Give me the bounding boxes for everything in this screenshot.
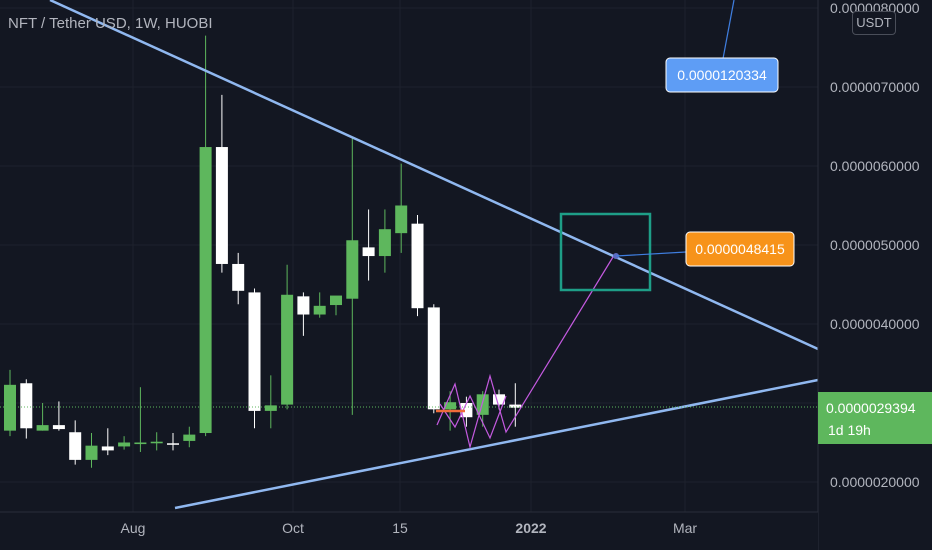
projection-path-secondary: [439, 394, 507, 440]
bullish-candle[interactable]: [36, 425, 49, 431]
bearish-candle[interactable]: [215, 147, 228, 264]
bearish-candle[interactable]: [297, 296, 310, 315]
bullish-candle[interactable]: [150, 441, 163, 444]
time-tick-label: Oct: [282, 520, 304, 536]
bullish-candle[interactable]: [199, 147, 212, 434]
bearish-candle[interactable]: [493, 394, 505, 405]
price-tick-label: 0.0000020000: [830, 474, 920, 490]
bearish-candle[interactable]: [427, 307, 440, 410]
bearish-candle[interactable]: [167, 443, 179, 445]
bullish-candle[interactable]: [4, 384, 16, 431]
last-price-label: 0.0000029394 1d 19h: [818, 392, 932, 444]
time-axis[interactable]: Aug Oct 15 2022 Mar: [0, 511, 818, 550]
bullish-candle[interactable]: [476, 394, 489, 415]
bearish-candle[interactable]: [509, 404, 522, 408]
resistance-trendline[interactable]: [49, 0, 819, 351]
target-value: 0.0000048415: [695, 241, 785, 257]
target-box[interactable]: [559, 212, 652, 292]
countdown-value: 1d 19h: [828, 422, 871, 438]
bearish-candle[interactable]: [460, 403, 473, 418]
upper-target-value: 0.0000120334: [677, 67, 767, 83]
bearish-candle[interactable]: [232, 263, 245, 291]
price-tick-label: 0.0000050000: [830, 237, 920, 253]
price-axis[interactable]: 0.00000200000.00000300000.00000400000.00…: [817, 0, 932, 550]
bullish-candle[interactable]: [134, 442, 147, 445]
bearish-candle[interactable]: [248, 292, 261, 411]
bearish-candle[interactable]: [20, 383, 33, 429]
price-tick-label: 0.0000040000: [830, 316, 920, 332]
currency-badge[interactable]: USDT: [852, 11, 896, 35]
upper-target-connector: [721, 0, 735, 65]
symbol-title: NFT / Tether USD, 1W, HUOBI: [8, 15, 213, 32]
bullish-candle[interactable]: [395, 205, 408, 234]
time-tick-label: 15: [392, 520, 408, 536]
bullish-candle[interactable]: [444, 402, 457, 410]
time-tick-label: Mar: [673, 520, 697, 536]
price-tick-label: 0.0000070000: [830, 79, 920, 95]
bearish-candle[interactable]: [69, 432, 82, 460]
time-tick-label: Aug: [121, 520, 146, 536]
target-label[interactable]: 0.0000048415: [685, 231, 795, 267]
bullish-candle[interactable]: [183, 434, 196, 441]
upper-target-label[interactable]: 0.0000120334: [665, 57, 779, 93]
bullish-candle[interactable]: [330, 295, 342, 306]
bearish-candle[interactable]: [101, 446, 114, 451]
last-price-value: 0.0000029394: [826, 400, 916, 416]
candles: [4, 35, 522, 468]
bearish-candle[interactable]: [411, 223, 424, 309]
bullish-candle[interactable]: [346, 240, 359, 299]
bearish-candle[interactable]: [362, 247, 375, 257]
bullish-candle[interactable]: [313, 305, 326, 315]
bullish-candle[interactable]: [281, 294, 294, 405]
bullish-candle[interactable]: [85, 445, 98, 460]
support-trendline[interactable]: [174, 378, 819, 510]
bullish-candle[interactable]: [378, 229, 391, 257]
time-tick-label: 2022: [515, 520, 546, 536]
bearish-candle[interactable]: [52, 425, 65, 430]
bullish-candle[interactable]: [118, 442, 131, 447]
price-tick-label: 0.0000060000: [830, 158, 920, 174]
target-connector: [615, 251, 687, 257]
projection-path: [436, 256, 614, 450]
bullish-candle[interactable]: [264, 405, 277, 411]
